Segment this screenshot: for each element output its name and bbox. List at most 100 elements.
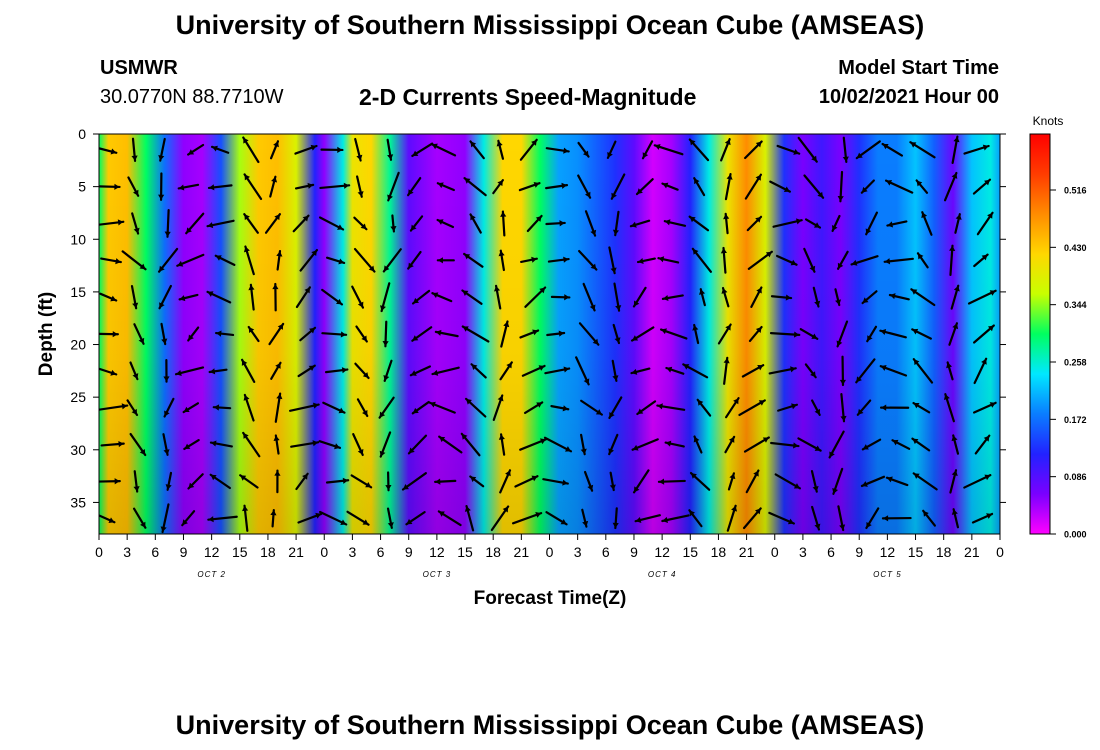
current-arrow: [912, 472, 938, 491]
current-arrow: [770, 441, 800, 449]
current-arrow: [354, 137, 363, 162]
current-arrow: [319, 510, 348, 526]
current-arrow: [469, 213, 482, 234]
current-arrow: [860, 475, 886, 488]
current-arrow: [407, 250, 422, 270]
x-tick-label: 21: [739, 544, 755, 560]
current-arrow: [836, 250, 849, 270]
current-arrow: [407, 434, 428, 455]
current-arrow: [691, 247, 712, 273]
current-arrow: [321, 288, 344, 306]
station-name: USMWR: [100, 57, 178, 79]
current-arrow: [575, 356, 590, 386]
current-arrow: [126, 399, 139, 417]
x-tick-label: 18: [936, 544, 952, 560]
current-arrow: [693, 435, 703, 454]
y-axis-label: Depth (ft): [36, 292, 57, 376]
current-arrow: [382, 248, 402, 273]
current-arrow: [581, 508, 589, 528]
current-arrow: [768, 366, 797, 375]
current-arrow: [972, 401, 997, 414]
current-arrow: [580, 399, 603, 416]
current-arrow: [608, 433, 619, 456]
current-arrow: [324, 367, 349, 374]
colorbar-ticks: 0.516 0.430 0.344 0.258 0.172 0.086 0.000: [1050, 186, 1087, 540]
y-axis: 0 5 10 15 20 25 30 35: [70, 126, 1006, 510]
current-arrow: [922, 509, 936, 527]
current-arrow: [386, 507, 394, 529]
current-arrow: [612, 210, 620, 237]
current-arrow: [401, 472, 427, 491]
x-tick-label: 15: [682, 544, 698, 560]
x-tick-label: 12: [429, 544, 445, 560]
current-arrow: [967, 289, 997, 305]
current-arrow: [269, 175, 278, 198]
current-arrow: [630, 367, 651, 375]
current-arrow: [811, 505, 821, 531]
current-arrow: [612, 323, 621, 345]
current-arrow: [436, 257, 455, 264]
current-arrow: [214, 254, 236, 266]
current-arrow: [100, 257, 122, 265]
current-arrow: [321, 331, 348, 338]
current-arrow: [177, 183, 200, 191]
current-arrow: [742, 507, 762, 530]
colorbar-tick-label: 0.344: [1064, 300, 1087, 310]
current-arrow: [320, 146, 344, 153]
current-arrow: [353, 247, 376, 273]
current-arrow: [247, 325, 260, 343]
current-arrow: [803, 247, 816, 273]
current-arrow: [693, 177, 706, 197]
current-arrow: [463, 252, 484, 268]
current-arrow: [797, 437, 822, 452]
current-arrow: [212, 404, 232, 411]
current-arrow: [409, 365, 432, 377]
current-arrow: [727, 472, 736, 491]
current-arrow: [99, 403, 129, 411]
current-arrow: [274, 469, 281, 494]
current-arrow: [583, 470, 594, 492]
current-arrow: [635, 178, 654, 196]
x-tick-label: 0: [996, 544, 1004, 560]
y-tick-label: 30: [70, 442, 86, 458]
current-arrow: [523, 401, 544, 415]
current-arrow: [747, 250, 773, 270]
current-arrow: [461, 289, 483, 305]
current-arrow: [543, 436, 573, 453]
current-arrow: [165, 471, 173, 491]
y-tick-label: 20: [70, 337, 86, 353]
current-arrow: [544, 366, 571, 375]
current-arrow: [209, 440, 233, 448]
current-arrow: [460, 432, 481, 457]
current-arrow: [629, 219, 651, 228]
current-arrow: [158, 172, 165, 201]
y-tick-label: 15: [70, 284, 86, 300]
current-arrow: [689, 471, 711, 491]
current-arrow: [187, 326, 200, 342]
current-arrow: [463, 177, 487, 197]
current-arrow: [881, 515, 912, 522]
current-arrow: [318, 440, 342, 450]
current-arrow: [972, 178, 992, 195]
current-arrow: [746, 215, 763, 232]
current-arrow: [717, 323, 732, 345]
current-arrow: [240, 358, 256, 383]
day-label: OCT 2: [197, 570, 226, 579]
current-arrow: [268, 322, 285, 346]
current-arrow: [973, 324, 995, 344]
current-arrow: [912, 358, 934, 384]
current-arrow: [163, 397, 175, 418]
current-arrow: [290, 440, 320, 448]
colorbar-tick-label: 0.172: [1064, 415, 1087, 425]
current-arrow: [772, 218, 803, 228]
current-arrow: [176, 253, 205, 267]
current-arrow: [496, 139, 505, 160]
day-label: OCT 3: [423, 570, 452, 579]
current-arrow: [770, 294, 793, 301]
current-arrow: [243, 173, 263, 201]
current-arrow: [609, 471, 616, 492]
current-arrow: [723, 356, 730, 385]
current-arrow: [405, 511, 426, 526]
x-tick-label: 6: [602, 544, 610, 560]
current-arrow: [208, 368, 228, 375]
